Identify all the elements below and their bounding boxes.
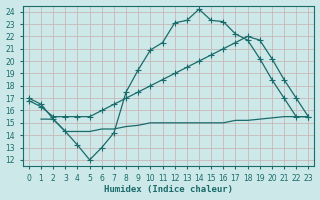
X-axis label: Humidex (Indice chaleur): Humidex (Indice chaleur) [104, 185, 233, 194]
